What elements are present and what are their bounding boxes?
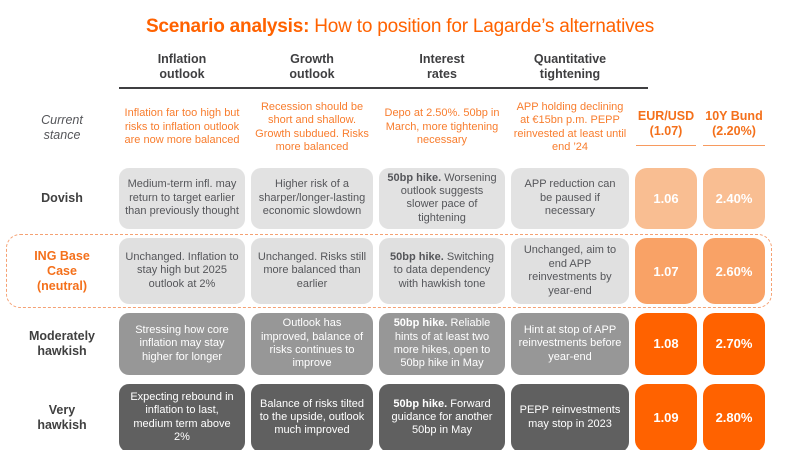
row-label-moderately-hawkish: Moderately hawkish [29,328,95,358]
table-row-moderately-hawkish: Moderately hawkish Stressing how core in… [6,309,772,379]
table-row-current-stance: Current stance Inflation far too high bu… [6,93,772,163]
table-row-dovish: Dovish Medium-term infl. may return to t… [6,164,772,234]
dovish-bund-value: 2.40% [703,167,765,230]
very-hawkish-growth-cell: Balance of risks tilted to the upside, o… [251,383,373,450]
dovish-growth-cell: Higher risk of a sharper/longer-lasting … [251,167,373,230]
bund-header: 10Y Bund (2.20%) [703,109,765,146]
eurusd-header: EUR/USD (1.07) [635,109,697,146]
column-header-inflation-outlook: Inflation outlook [157,52,207,81]
base-case-inflation-cell: Unchanged. Inflation to stay high but 20… [119,238,245,305]
scenario-table: Inflation outlook Growth outlook Interest r… [6,48,772,450]
dovish-rates-cell: 50bp hike. Worsening outlook suggests sl… [379,167,505,230]
column-header-interest-rates: Interest rates [419,52,465,81]
row-label-current-stance: Current stance [41,112,83,142]
page-title: Scenario analysis: How to position for L… [0,16,800,38]
current-stance-rates-cell: Depo at 2.50%. 50bp in March, more tight… [384,107,500,147]
base-case-qt-cell: Unchanged, aim to end APP reinvestments … [511,238,629,305]
table-row-very-hawkish: Very hawkish Expecting rebound in inflat… [6,380,772,450]
very-hawkish-bund-value: 2.80% [703,383,765,450]
row-label-very-hawkish: Very hawkish [37,402,87,432]
current-stance-inflation-cell: Inflation far too high but risks to infl… [124,107,240,147]
base-case-growth-cell: Unchanged. Risks still more balanced tha… [251,238,373,305]
dovish-eurusd-value: 1.06 [635,167,697,230]
moderately-hawkish-rates-cell: 50bp hike. Reliable hints of at least tw… [379,313,505,375]
market-column-eurusd: EUR/USD (1.07) [635,97,697,159]
dovish-qt-cell: APP reduction can be paused if necessary [511,167,629,230]
base-case-bund-value: 2.60% [703,238,765,305]
moderately-hawkish-eurusd-value: 1.08 [635,313,697,375]
column-header-growth-outlook: Growth outlook [289,52,335,81]
current-stance-qt-cell: APP holding declining at €15bn p.m. PEPP… [513,100,627,153]
base-case-rates-cell: 50bp hike. Switching to data dependency … [379,238,505,305]
moderately-hawkish-growth-cell: Outlook has improved, balance of risks c… [251,313,373,375]
column-header-row: Inflation outlook Growth outlook Interest r… [6,48,772,92]
market-column-10y-bund: 10Y Bund (2.20%) [703,97,765,159]
base-case-eurusd-value: 1.07 [635,238,697,305]
row-label-ing-base-case: ING Base Case (neutral) [34,248,90,293]
title-highlight: Scenario analysis: [145,16,310,37]
moderately-hawkish-bund-value: 2.70% [703,313,765,375]
table-row-ing-base-case: ING Base Case (neutral) Unchanged. Infla… [6,234,772,309]
moderately-hawkish-inflation-cell: Stressing how core inflation may stay hi… [119,313,245,375]
dovish-inflation-cell: Medium-term infl. may return to target e… [119,167,245,230]
very-hawkish-qt-cell: PEPP reinvestments may stop in 2023 [511,383,629,450]
very-hawkish-inflation-cell: Expecting rebound in inflation to last, … [119,383,245,450]
very-hawkish-rates-cell: 50bp hike. Forward guidance for another … [379,383,505,450]
header-divider-line [119,86,648,89]
moderately-hawkish-qt-cell: Hint at stop of APP reinvestments before… [511,313,629,375]
very-hawkish-eurusd-value: 1.09 [635,383,697,450]
row-label-dovish: Dovish [41,190,83,205]
column-header-quantitative-tightening: Quantitative tightening [533,52,607,81]
current-stance-growth-cell: Recession should be short and shallow. G… [255,100,369,153]
title-rest: How to position for Lagarde’s alternativ… [309,16,655,37]
